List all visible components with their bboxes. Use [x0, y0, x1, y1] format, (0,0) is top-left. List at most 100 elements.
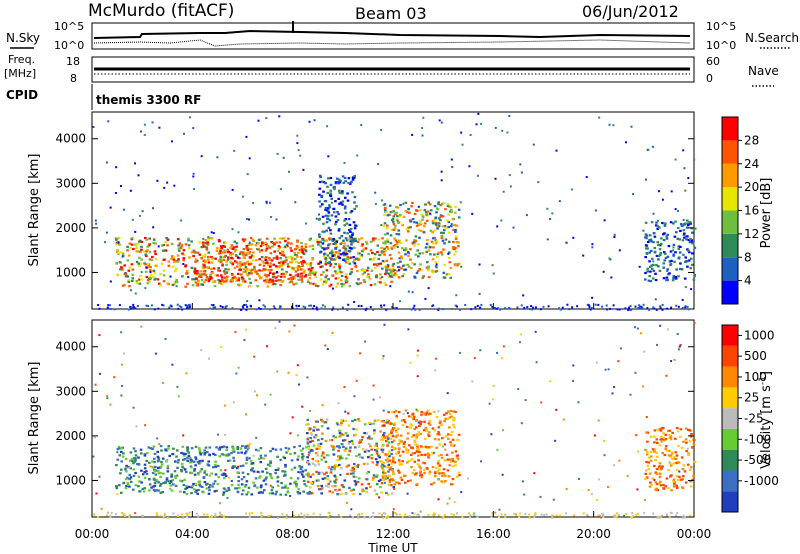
heatmap-cell: [369, 445, 372, 448]
heatmap-cell: [353, 462, 356, 466]
heatmap-cell: [246, 248, 250, 251]
heatmap-cell: [405, 228, 409, 231]
heatmap-cell: [144, 287, 147, 290]
heatmap-cell: [354, 224, 357, 227]
heatmap-cell: [422, 446, 425, 449]
y-tick-label: 1000: [55, 473, 86, 487]
heatmap-cell: [393, 227, 397, 230]
heatmap-cell: [421, 461, 425, 464]
heatmap-cell: [528, 516, 531, 519]
heatmap-cell: [310, 433, 313, 436]
heatmap-cell: [203, 264, 206, 267]
heatmap-cell: [328, 285, 331, 288]
heatmap-cell: [613, 464, 615, 467]
heatmap-cell: [201, 283, 205, 286]
heatmap-cell: [255, 270, 258, 273]
heatmap-cell: [653, 429, 657, 432]
heatmap-cell: [125, 470, 128, 473]
heatmap-cell: [285, 514, 288, 516]
heatmap-cell: [366, 437, 369, 440]
heatmap-cell: [423, 462, 427, 465]
colorbar-tick-label: -1000: [744, 474, 779, 488]
heatmap-cell: [357, 283, 360, 286]
heatmap-cell: [330, 468, 333, 471]
heatmap-cell: [454, 250, 458, 253]
heatmap-cell: [332, 242, 335, 245]
heatmap-cell: [223, 245, 226, 248]
heatmap-cell: [172, 255, 176, 258]
heatmap-cell: [275, 254, 279, 258]
heatmap-cell: [686, 235, 689, 238]
heatmap-cell: [117, 236, 121, 240]
heatmap-cell: [502, 429, 504, 432]
heatmap-cell: [523, 306, 526, 309]
heatmap-cell: [309, 431, 313, 435]
heatmap-cell: [279, 252, 282, 255]
heatmap-cell: [212, 267, 216, 270]
heatmap-cell: [639, 332, 642, 335]
heatmap-cell: [404, 409, 408, 412]
heatmap-cell: [327, 454, 331, 457]
heatmap-cell: [393, 487, 396, 490]
heatmap-cell: [407, 328, 410, 331]
heatmap-cell: [146, 305, 149, 307]
heatmap-cell: [317, 243, 320, 246]
heatmap-cell: [115, 239, 118, 241]
heatmap-cell: [342, 245, 346, 248]
heatmap-cell: [266, 261, 269, 265]
heatmap-cell: [242, 195, 244, 198]
heatmap-cell: [148, 483, 152, 486]
heatmap-cell: [452, 416, 456, 420]
heatmap-cell: [333, 446, 337, 449]
heatmap-cell: [690, 263, 694, 266]
heatmap-cell: [306, 263, 309, 266]
heatmap-cell: [285, 243, 288, 246]
heatmap-cell: [411, 242, 415, 245]
heatmap-cell: [309, 268, 313, 271]
heatmap-cell: [179, 246, 183, 249]
heatmap-cell: [656, 241, 659, 244]
heatmap-cell: [264, 243, 268, 246]
heatmap-cell: [494, 511, 497, 514]
heatmap-cell: [555, 408, 558, 411]
heatmap-cell: [344, 196, 347, 199]
heatmap-cell: [180, 462, 184, 465]
heatmap-cell: [400, 440, 403, 443]
heatmap-cell: [372, 308, 375, 311]
heatmap-cell: [232, 459, 236, 462]
heatmap-cell: [265, 476, 268, 479]
heatmap-cell: [129, 246, 132, 249]
heatmap-cell: [430, 483, 433, 486]
heatmap-cell: [665, 237, 669, 240]
noise-search-line: [93, 39, 691, 47]
heatmap-cell: [371, 461, 374, 464]
heatmap-cell: [635, 434, 638, 437]
heatmap-cell: [204, 259, 207, 262]
heatmap-cell: [332, 207, 336, 210]
heatmap-cell: [424, 211, 428, 214]
heatmap-cell: [183, 478, 186, 481]
heatmap-cell: [224, 242, 227, 245]
heatmap-cell: [202, 491, 205, 494]
heatmap-cell: [383, 247, 386, 250]
heatmap-cell: [265, 256, 268, 259]
heatmap-cell: [182, 454, 186, 457]
heatmap-cell: [156, 514, 158, 517]
freq-left-tick-high: 18: [66, 55, 80, 68]
heatmap-cell: [160, 244, 164, 247]
heatmap-cell: [489, 304, 492, 306]
heatmap-cell: [170, 475, 173, 478]
heatmap-cell: [257, 491, 261, 494]
heatmap-cell: [437, 252, 441, 255]
heatmap-cell: [194, 491, 197, 494]
heatmap-cell: [120, 363, 123, 366]
heatmap-cell: [381, 438, 385, 441]
heatmap-cell: [136, 282, 139, 285]
heatmap-cell: [427, 267, 430, 270]
heatmap-cell: [340, 467, 343, 470]
heatmap-cell: [659, 242, 663, 245]
heatmap-cell: [674, 251, 677, 254]
heatmap-cell: [387, 272, 391, 275]
heatmap-cell: [222, 270, 226, 273]
